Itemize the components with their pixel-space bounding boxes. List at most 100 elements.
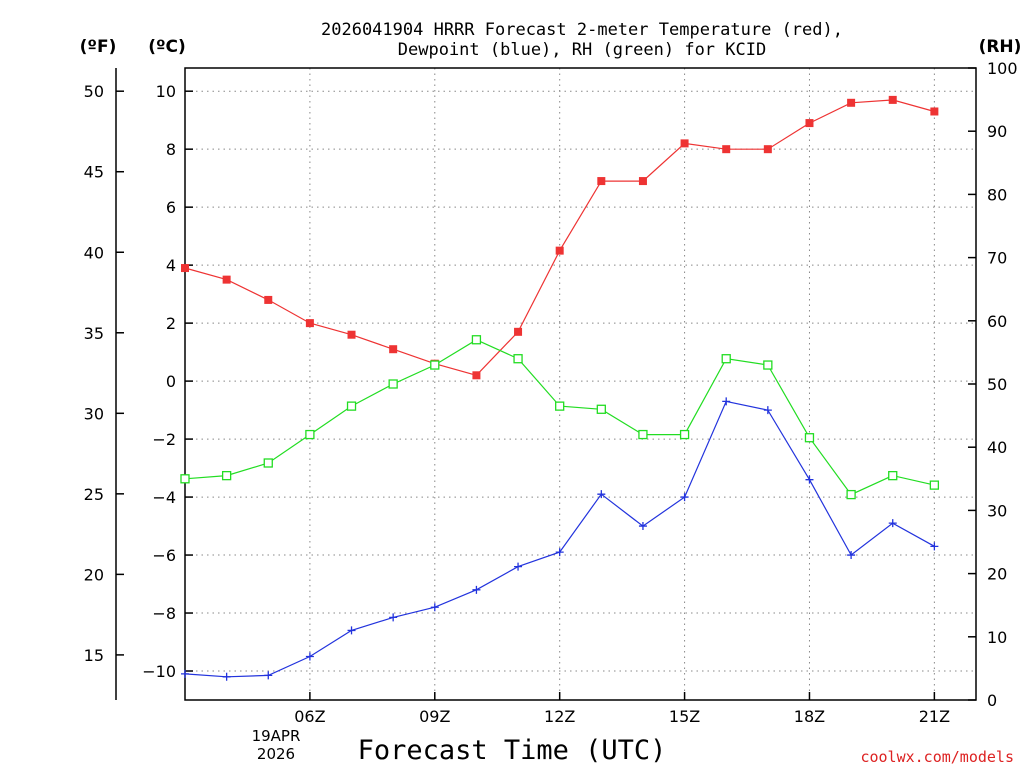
rh-tick-label: 30 (987, 501, 1007, 520)
dewpoint-point (930, 542, 939, 551)
rh-point (263, 458, 273, 468)
rh-point (596, 404, 606, 414)
x-tick-label: 21Z (919, 707, 950, 726)
celsius-tick-label: 2 (166, 314, 176, 333)
dewpoint-point (472, 585, 481, 594)
dewpoint-point (389, 613, 398, 622)
rh-tick-label: 60 (987, 312, 1007, 331)
series-layer (180, 95, 940, 681)
rh-tick-label: 90 (987, 122, 1007, 141)
rh-point (679, 429, 690, 440)
temperature-point (514, 327, 523, 336)
plot-area-frame (184, 67, 977, 701)
temperature-point (680, 139, 689, 148)
fahrenheit-axis-ticks: 50 45 40 35 30 25 20 15 (84, 82, 124, 665)
fahrenheit-tick-label: 35 (84, 324, 104, 343)
rh-point (513, 354, 523, 364)
temperature-point (389, 345, 398, 354)
dewpoint-point (264, 671, 273, 680)
rh-tick-label: 80 (987, 185, 1007, 204)
dewpoint-point (763, 406, 772, 415)
rh-tick-label: 40 (987, 438, 1007, 457)
rh-point (804, 433, 815, 443)
credit-label: coolwx.com/models (860, 748, 1014, 766)
rh-point (888, 470, 898, 481)
fahrenheit-tick-label: 20 (84, 565, 104, 584)
x-tick-label: 09Z (419, 707, 450, 726)
celsius-tick-label: −8 (152, 604, 176, 623)
temperature-point (555, 246, 564, 255)
rh-tick-label: 10 (987, 628, 1007, 647)
rh-tick-label: 70 (987, 249, 1007, 268)
rh-point (721, 354, 731, 364)
fahrenheit-tick-label: 15 (84, 646, 104, 665)
grid-lines (185, 68, 976, 700)
temperature-point (930, 107, 939, 116)
chart-title-line1: 2026041904 HRRR Forecast 2-meter Tempera… (321, 20, 843, 40)
rh-point (388, 379, 398, 389)
fahrenheit-axis-unit: (ºF) (80, 37, 117, 57)
dewpoint-point (847, 551, 856, 560)
celsius-tick-label: −2 (152, 430, 176, 449)
dewpoint-point (805, 475, 814, 484)
dewpoint-series (181, 397, 939, 681)
x-axis-ticks: 06Z 09Z 12Z 15Z 18Z 21Z (294, 692, 950, 726)
fahrenheit-tick-label: 30 (84, 404, 104, 423)
celsius-tick-label: 6 (166, 198, 176, 217)
chart-title: 2026041904 HRRR Forecast 2-meter Tempera… (321, 20, 843, 60)
rh-point (180, 474, 190, 484)
fahrenheit-tick-label: 25 (84, 485, 104, 504)
fahrenheit-tick-label: 40 (84, 243, 104, 262)
fahrenheit-tick-label: 50 (84, 82, 104, 101)
rh-point (555, 401, 565, 411)
dewpoint-point (347, 626, 356, 635)
dewpoint-point (680, 493, 689, 502)
date-label-year: 2026 (257, 745, 295, 763)
fahrenheit-tick-label: 45 (84, 163, 104, 182)
dewpoint-point (722, 397, 731, 406)
chart-title-line2: Dewpoint (blue), RH (green) for KCID (398, 40, 766, 60)
celsius-tick-label: 0 (166, 372, 176, 391)
rh-point (430, 360, 440, 370)
dewpoint-point (597, 490, 606, 499)
rh-series (180, 335, 940, 500)
x-tick-label: 15Z (669, 707, 700, 726)
dewpoint-point (430, 603, 439, 612)
temperature-series (181, 95, 939, 380)
dewpoint-point (181, 669, 189, 678)
x-axis-label: Forecast Time (UTC) (358, 735, 667, 766)
rh-tick-label: 0 (987, 691, 997, 710)
temperature-point (638, 177, 647, 186)
dewpoint-point (555, 548, 564, 557)
temperature-point (264, 295, 273, 304)
celsius-tick-label: −4 (152, 488, 176, 507)
temperature-point (597, 177, 606, 186)
temperature-point (472, 371, 481, 380)
celsius-tick-label: 10 (156, 82, 176, 101)
temperature-point (222, 275, 231, 284)
rh-tick-label: 20 (987, 565, 1007, 584)
temperature-line (184, 99, 935, 376)
temperature-point (888, 95, 897, 104)
rh-axis-unit: (RH) (979, 37, 1022, 57)
rh-point (305, 429, 315, 440)
x-tick-label: 12Z (544, 707, 575, 726)
rh-tick-label: 100 (987, 59, 1018, 78)
dewpoint-point (888, 519, 897, 528)
temperature-point (805, 119, 814, 128)
date-label-day: 19APR (252, 727, 301, 745)
rh-point (638, 429, 648, 440)
rh-point (346, 401, 357, 411)
temperature-point (347, 330, 356, 339)
dewpoint-point (514, 562, 523, 571)
rh-point (929, 480, 940, 490)
temperature-point (763, 145, 772, 154)
celsius-tick-label: −10 (142, 662, 176, 681)
temperature-point (847, 98, 856, 107)
dewpoint-point (638, 522, 647, 531)
dewpoint-point (305, 652, 314, 661)
celsius-tick-label: 8 (166, 140, 176, 159)
x-tick-label: 18Z (794, 707, 825, 726)
